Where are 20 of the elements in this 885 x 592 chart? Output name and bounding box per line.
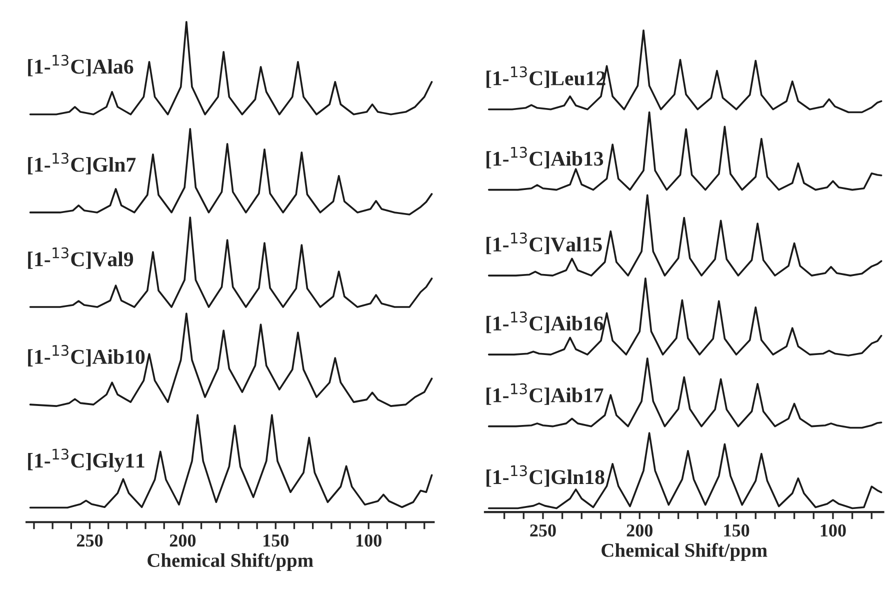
x-axis-title: Chemical Shift/ppm: [602, 543, 768, 561]
series-label: [1-$^{13}$C]Aib16: [486, 312, 604, 334]
x-tick-label: 100: [820, 524, 846, 537]
series-label: [1-$^{13}$C]Gln18: [486, 465, 604, 487]
x-tick-label: 200: [170, 534, 196, 547]
series-label: [1-$^{13}$C]Gln7: [28, 152, 136, 174]
x-tick-label: 100: [356, 534, 382, 547]
x-tick-label: 200: [626, 524, 652, 537]
x-axis-title: Chemical Shift/ppm: [148, 553, 314, 571]
x-tick-label: 250: [76, 534, 103, 547]
x-tick-label: 250: [530, 524, 556, 537]
x-tick-label: 150: [264, 534, 288, 547]
series-label: [1-$^{13}$C]Aib17: [486, 383, 604, 405]
series-label: [1-$^{13}$C]Ala6: [28, 54, 134, 76]
series-label: [1-$^{13}$C]Gly11: [28, 448, 144, 472]
series-label: [1-$^{13}$C]Val9: [28, 247, 134, 269]
series-label: [1-$^{13}$C]Aib10: [28, 344, 145, 366]
series-label: [1-$^{13}$C]Aib13: [486, 146, 604, 168]
x-tick-label: 150: [724, 524, 750, 537]
series-label: [1-$^{13}$C]Val15: [486, 232, 602, 254]
